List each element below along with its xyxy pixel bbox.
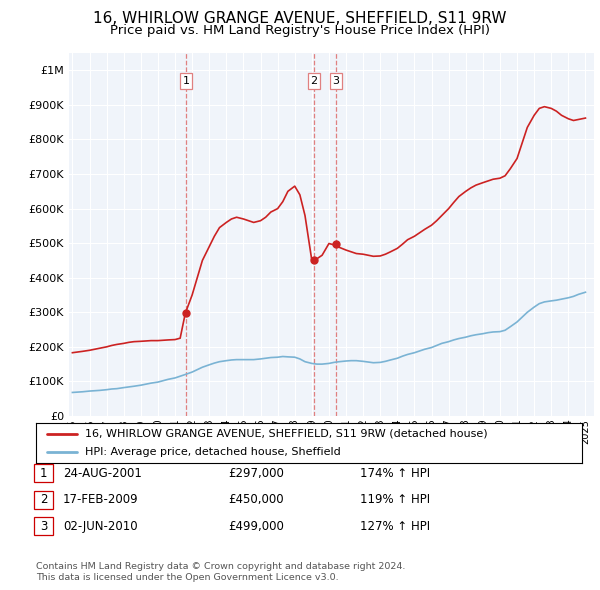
Text: Price paid vs. HM Land Registry's House Price Index (HPI): Price paid vs. HM Land Registry's House … [110,24,490,37]
Text: 16, WHIRLOW GRANGE AVENUE, SHEFFIELD, S11 9RW: 16, WHIRLOW GRANGE AVENUE, SHEFFIELD, S1… [93,11,507,25]
Text: £297,000: £297,000 [228,467,284,480]
Text: 2: 2 [310,76,317,86]
Text: HPI: Average price, detached house, Sheffield: HPI: Average price, detached house, Shef… [85,447,341,457]
Text: 16, WHIRLOW GRANGE AVENUE, SHEFFIELD, S11 9RW (detached house): 16, WHIRLOW GRANGE AVENUE, SHEFFIELD, S1… [85,429,488,439]
Text: 3: 3 [332,76,340,86]
Text: £499,000: £499,000 [228,520,284,533]
Text: 127% ↑ HPI: 127% ↑ HPI [360,520,430,533]
Text: 174% ↑ HPI: 174% ↑ HPI [360,467,430,480]
Text: 02-JUN-2010: 02-JUN-2010 [63,520,137,533]
Text: This data is licensed under the Open Government Licence v3.0.: This data is licensed under the Open Gov… [36,572,338,582]
Text: 2: 2 [40,493,47,506]
Text: £450,000: £450,000 [228,493,284,506]
Text: 17-FEB-2009: 17-FEB-2009 [63,493,139,506]
Text: 1: 1 [40,467,47,480]
Text: 24-AUG-2001: 24-AUG-2001 [63,467,142,480]
Text: 3: 3 [40,520,47,533]
Text: 1: 1 [182,76,190,86]
Text: 119% ↑ HPI: 119% ↑ HPI [360,493,430,506]
Text: Contains HM Land Registry data © Crown copyright and database right 2024.: Contains HM Land Registry data © Crown c… [36,562,406,571]
